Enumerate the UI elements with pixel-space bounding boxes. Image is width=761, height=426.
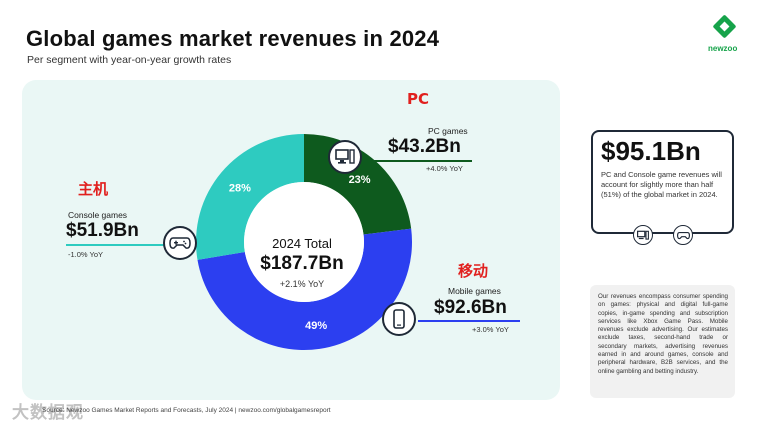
mobile-segment-value: $92.6Bn bbox=[434, 297, 507, 318]
pc-slice-label: 23% bbox=[349, 174, 371, 186]
page-title: Global games market revenues in 2024 bbox=[26, 26, 440, 51]
callout-console-icon-circle bbox=[673, 225, 693, 245]
logo-wordmark: newzoo bbox=[708, 44, 738, 53]
methodology-note-text: Our revenues encompass consumer spending… bbox=[598, 293, 728, 375]
console-underline bbox=[66, 244, 166, 246]
annotation-mobile: 移动 bbox=[458, 262, 489, 280]
methodology-note: Our revenues encompass consumer spending… bbox=[590, 285, 735, 398]
mobile-slice-label: 49% bbox=[305, 320, 327, 332]
pc-segment-value: $43.2Bn bbox=[388, 136, 461, 157]
console-icon-circle bbox=[163, 226, 197, 260]
smartphone-icon bbox=[393, 309, 405, 329]
annotation-console: 主机 bbox=[78, 180, 109, 198]
gamepad-icon bbox=[676, 231, 690, 239]
pc-icon-circle bbox=[328, 140, 362, 174]
desktop-computer-icon bbox=[335, 149, 355, 164]
center-total-yoy: +2.1% YoY bbox=[279, 279, 325, 289]
gamepad-icon bbox=[169, 237, 191, 249]
source-footnote: Source: Newzoo Games Market Reports and … bbox=[42, 407, 331, 414]
mobile-underline bbox=[418, 320, 520, 322]
callout-pc-icon-circle bbox=[633, 225, 653, 245]
console-segment-yoy: -1.0% YoY bbox=[68, 250, 104, 259]
annotation-pc: PC bbox=[407, 90, 430, 108]
pc-segment-yoy: +4.0% YoY bbox=[426, 164, 463, 173]
desktop-computer-icon bbox=[637, 230, 649, 240]
page-subtitle: Per segment with year-on-year growth rat… bbox=[27, 54, 232, 66]
console-segment-value: $51.9Bn bbox=[66, 220, 139, 241]
center-total-value: $187.7Bn bbox=[260, 253, 344, 274]
console-segment-name: Console games bbox=[68, 210, 128, 220]
callout-text: PC and Console game revenues will accoun… bbox=[601, 170, 722, 199]
center-total-label: 2024 Total bbox=[272, 236, 332, 251]
console-slice bbox=[196, 134, 304, 260]
logo-mark-icon bbox=[712, 14, 737, 39]
watermark: 大数据观 bbox=[12, 403, 84, 423]
donut-hole bbox=[244, 182, 364, 302]
newzoo-logo: newzoo bbox=[706, 14, 742, 62]
mobile-icon-circle bbox=[382, 302, 416, 336]
mobile-segment-name: Mobile games bbox=[448, 286, 501, 296]
mobile-slice bbox=[197, 228, 412, 350]
pc-underline bbox=[364, 160, 472, 162]
revenue-donut-chart: 23% 49% 28% bbox=[196, 134, 412, 350]
callout-value: $95.1Bn bbox=[601, 136, 701, 166]
pc-segment-name: PC games bbox=[428, 126, 468, 136]
mobile-segment-yoy: +3.0% YoY bbox=[472, 325, 509, 334]
pc-console-callout: $95.1Bn PC and Console game revenues wil… bbox=[591, 130, 734, 245]
console-slice-label: 28% bbox=[229, 183, 251, 195]
